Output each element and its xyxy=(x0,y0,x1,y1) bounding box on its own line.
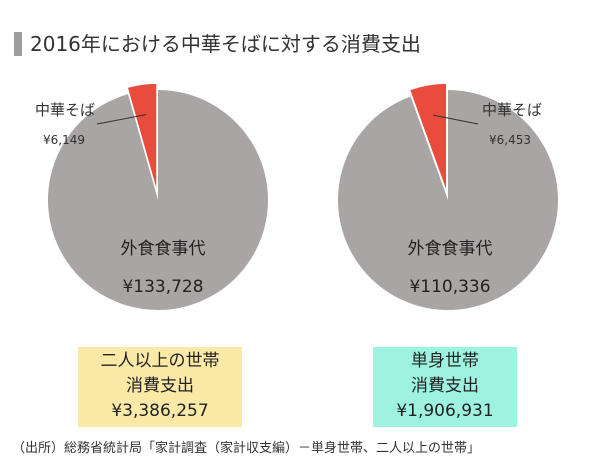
household-metric-left: 消費支出 xyxy=(126,376,194,396)
household-box-left: 二人以上の世帯 消費支出 ¥3,386,257 xyxy=(78,347,242,427)
chart-title: 2016年における中華そばに対する消費支出 xyxy=(30,32,421,56)
pie-right-slice-gaishoku xyxy=(337,90,558,310)
pie-left-leader-line xyxy=(96,114,147,125)
pie-right-slice-chukasoba xyxy=(408,82,448,194)
pie-right-label-gaishoku: 外食食事代 xyxy=(408,239,493,259)
source-note: （出所）総務省統計局「家計調査（家計収支編）－単身世帯、二人以上の世帯」 xyxy=(12,441,481,456)
pie-left-label-chukasoba: 中華そば xyxy=(35,101,95,119)
pie-right-leader-line xyxy=(433,114,479,125)
household-amount-right: ¥1,906,931 xyxy=(396,401,494,421)
household-amount-left: ¥3,386,257 xyxy=(111,401,209,421)
pie-left-value-chukasoba: ¥6,149 xyxy=(43,133,85,147)
pie-left: 中華そば ¥6,149 外食食事代 ¥133,728 xyxy=(35,82,269,310)
pie-left-slice-gaishoku xyxy=(48,90,269,310)
pie-right: 中華そば ¥6,453 外食食事代 ¥110,336 xyxy=(337,82,558,310)
household-type-right: 単身世帯 xyxy=(411,351,479,371)
household-metric-right: 消費支出 xyxy=(411,376,479,396)
household-box-right: 単身世帯 消費支出 ¥1,906,931 xyxy=(373,347,517,427)
pie-left-label-gaishoku: 外食食事代 xyxy=(121,239,206,259)
pie-right-label-chukasoba: 中華そば xyxy=(482,101,542,119)
pie-right-value-gaishoku: ¥110,336 xyxy=(409,277,490,297)
pie-right-value-chukasoba: ¥6,453 xyxy=(489,133,531,147)
household-type-left: 二人以上の世帯 xyxy=(100,351,220,371)
pie-left-slice-chukasoba xyxy=(126,82,158,194)
pie-left-value-gaishoku: ¥133,728 xyxy=(122,277,203,297)
title-accent-bar xyxy=(14,32,22,56)
